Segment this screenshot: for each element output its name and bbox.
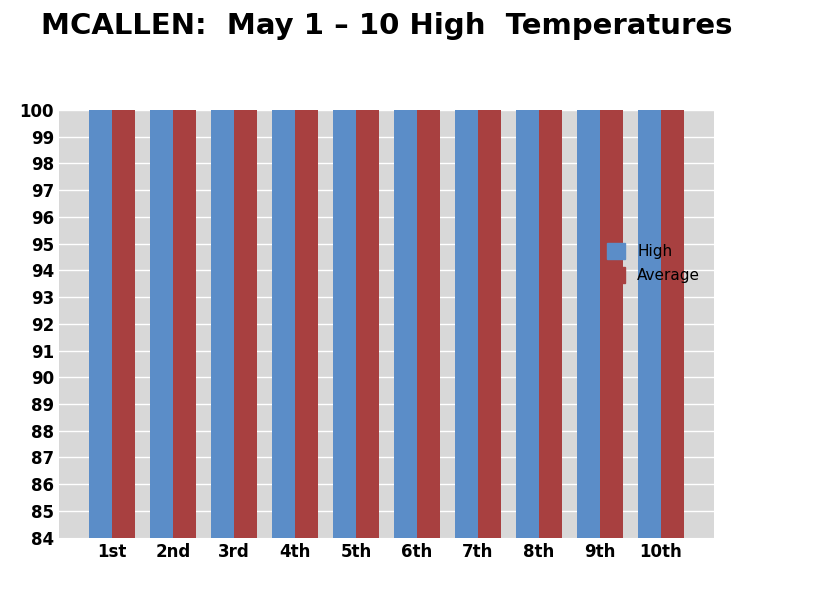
Title: MCALLEN:  May 1 – 10 High  Temperatures: MCALLEN: May 1 – 10 High Temperatures	[40, 12, 732, 40]
Bar	[478, 0, 501, 538]
Bar	[638, 0, 661, 538]
Bar	[150, 0, 173, 538]
Bar	[173, 0, 196, 538]
Bar	[234, 0, 257, 538]
Bar	[333, 0, 356, 538]
Bar	[454, 0, 478, 538]
Bar	[211, 0, 234, 538]
Bar	[112, 0, 135, 538]
Bar	[661, 0, 685, 538]
Legend: High, Average: High, Average	[601, 238, 706, 289]
Bar	[417, 0, 440, 538]
Bar	[394, 0, 417, 538]
Bar	[88, 0, 112, 538]
Bar	[539, 0, 562, 538]
Bar	[600, 0, 623, 538]
Bar	[577, 0, 600, 538]
Bar	[356, 0, 379, 538]
Bar	[271, 0, 295, 538]
Bar	[516, 0, 539, 538]
Bar	[295, 0, 318, 538]
